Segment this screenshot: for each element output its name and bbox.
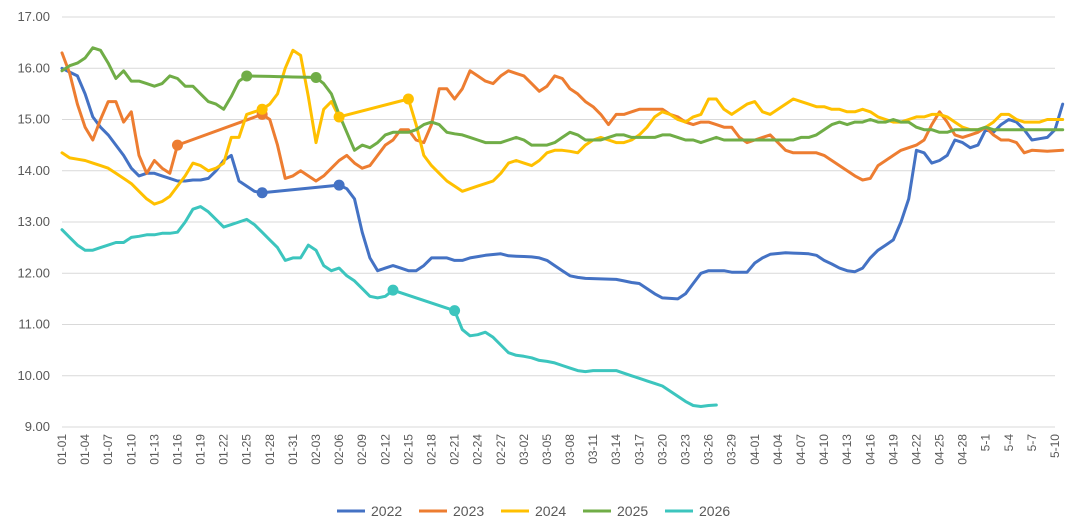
data-point-marker-2026 bbox=[449, 305, 461, 317]
y-tick-label: 17.00 bbox=[17, 9, 50, 24]
legend-label: 2026 bbox=[699, 503, 730, 519]
legend-label: 2025 bbox=[617, 503, 648, 519]
x-tick-label: 03-14 bbox=[609, 434, 623, 465]
x-tick-label: 01-19 bbox=[194, 434, 208, 465]
x-tick-label: 04-19 bbox=[886, 434, 900, 465]
data-point-marker-2025 bbox=[310, 71, 322, 83]
x-tick-label: 02-12 bbox=[378, 434, 392, 465]
x-tick-label: 5-4 bbox=[1002, 434, 1016, 452]
legend-item-2026: 2026 bbox=[665, 503, 730, 519]
data-point-marker-2022 bbox=[333, 179, 345, 191]
legend-item-2025: 2025 bbox=[583, 503, 648, 519]
legend-item-2022: 2022 bbox=[337, 503, 402, 519]
x-tick-label: 01-16 bbox=[170, 434, 184, 465]
legend-item-2023: 2023 bbox=[419, 503, 484, 519]
x-tick-label: 03-26 bbox=[702, 434, 716, 465]
x-tick-label: 04-07 bbox=[794, 434, 808, 465]
x-tick-label: 03-23 bbox=[679, 434, 693, 465]
y-tick-label: 15.00 bbox=[17, 112, 50, 127]
gridlines bbox=[62, 16, 1055, 428]
x-tick-label: 02-24 bbox=[471, 434, 485, 465]
x-axis: 01-01 01-04 01-07 01-10 01-13 01-16 01-19 01-22… bbox=[55, 434, 1062, 465]
x-tick-label: 02-06 bbox=[332, 434, 346, 465]
data-point-marker-2026 bbox=[387, 284, 399, 296]
legend-label: 2023 bbox=[453, 503, 484, 519]
legend-label: 2022 bbox=[371, 503, 402, 519]
y-tick-label: 16.00 bbox=[17, 60, 50, 75]
x-tick-label: 03-17 bbox=[632, 434, 646, 465]
y-axis: 17.00 16.00 15.00 14.00 13.00 12.00 11.00 10.00… bbox=[17, 9, 50, 434]
x-tick-label: 04-22 bbox=[909, 434, 923, 465]
x-tick-label: 04-28 bbox=[956, 434, 970, 465]
series-line-2023 bbox=[60, 51, 1065, 183]
series-line-2025 bbox=[60, 46, 1065, 152]
x-tick-label: 03-02 bbox=[517, 434, 531, 465]
x-tick-label: 01-28 bbox=[263, 434, 277, 465]
x-tick-label: 03-29 bbox=[725, 434, 739, 465]
series-lines bbox=[60, 46, 1065, 408]
legend: 2022 2023 2024 2025 2026 bbox=[337, 503, 730, 519]
x-tick-label: 02-27 bbox=[494, 434, 508, 465]
y-tick-label: 12.00 bbox=[17, 265, 50, 280]
y-tick-label: 13.00 bbox=[17, 214, 50, 229]
data-point-marker-2024 bbox=[256, 103, 268, 115]
data-point-marker-2022 bbox=[256, 187, 268, 199]
y-tick-label: 11.00 bbox=[18, 317, 50, 332]
data-point-marker-2023 bbox=[171, 139, 183, 151]
x-tick-label: 04-16 bbox=[863, 434, 877, 465]
x-tick-label: 04-04 bbox=[771, 434, 785, 465]
x-tick-label: 04-13 bbox=[840, 434, 854, 465]
x-tick-label: 01-04 bbox=[78, 434, 92, 465]
x-tick-label: 04-10 bbox=[817, 434, 831, 465]
x-tick-label: 01-31 bbox=[286, 434, 300, 465]
y-tick-label: 10.00 bbox=[17, 368, 50, 383]
x-tick-label: 5-10 bbox=[1048, 434, 1062, 458]
x-tick-label: 01-01 bbox=[55, 434, 69, 465]
x-tick-label: 03-20 bbox=[655, 434, 669, 465]
x-tick-label: 01-13 bbox=[147, 434, 161, 465]
x-tick-label: 5-7 bbox=[1025, 434, 1039, 452]
legend-label: 2024 bbox=[535, 503, 566, 519]
y-tick-label: 14.00 bbox=[17, 163, 50, 178]
x-tick-label: 02-03 bbox=[309, 434, 323, 465]
x-tick-label: 02-18 bbox=[424, 434, 438, 465]
x-tick-label: 01-25 bbox=[240, 434, 254, 465]
x-tick-label: 04-01 bbox=[748, 434, 762, 465]
x-tick-label: 04-25 bbox=[933, 434, 947, 465]
x-tick-label: 5-1 bbox=[979, 434, 993, 452]
data-point-marker-2024 bbox=[333, 111, 345, 123]
series-line-2026 bbox=[60, 205, 718, 408]
x-tick-label: 01-07 bbox=[101, 434, 115, 465]
x-tick-label: 03-08 bbox=[563, 434, 577, 465]
series-markers bbox=[171, 70, 461, 317]
y-tick-label: 9.00 bbox=[25, 419, 50, 434]
x-tick-label: 03-11 bbox=[586, 434, 600, 464]
legend-item-2024: 2024 bbox=[501, 503, 566, 519]
x-tick-label: 03-05 bbox=[540, 434, 554, 465]
x-tick-label: 02-09 bbox=[355, 434, 369, 465]
x-tick-label: 01-10 bbox=[124, 434, 138, 465]
data-point-marker-2025 bbox=[241, 70, 253, 82]
x-tick-label: 02-21 bbox=[448, 434, 462, 465]
data-point-marker-2024 bbox=[402, 93, 414, 105]
x-tick-label: 01-22 bbox=[217, 434, 231, 465]
x-tick-label: 02-15 bbox=[401, 434, 415, 465]
